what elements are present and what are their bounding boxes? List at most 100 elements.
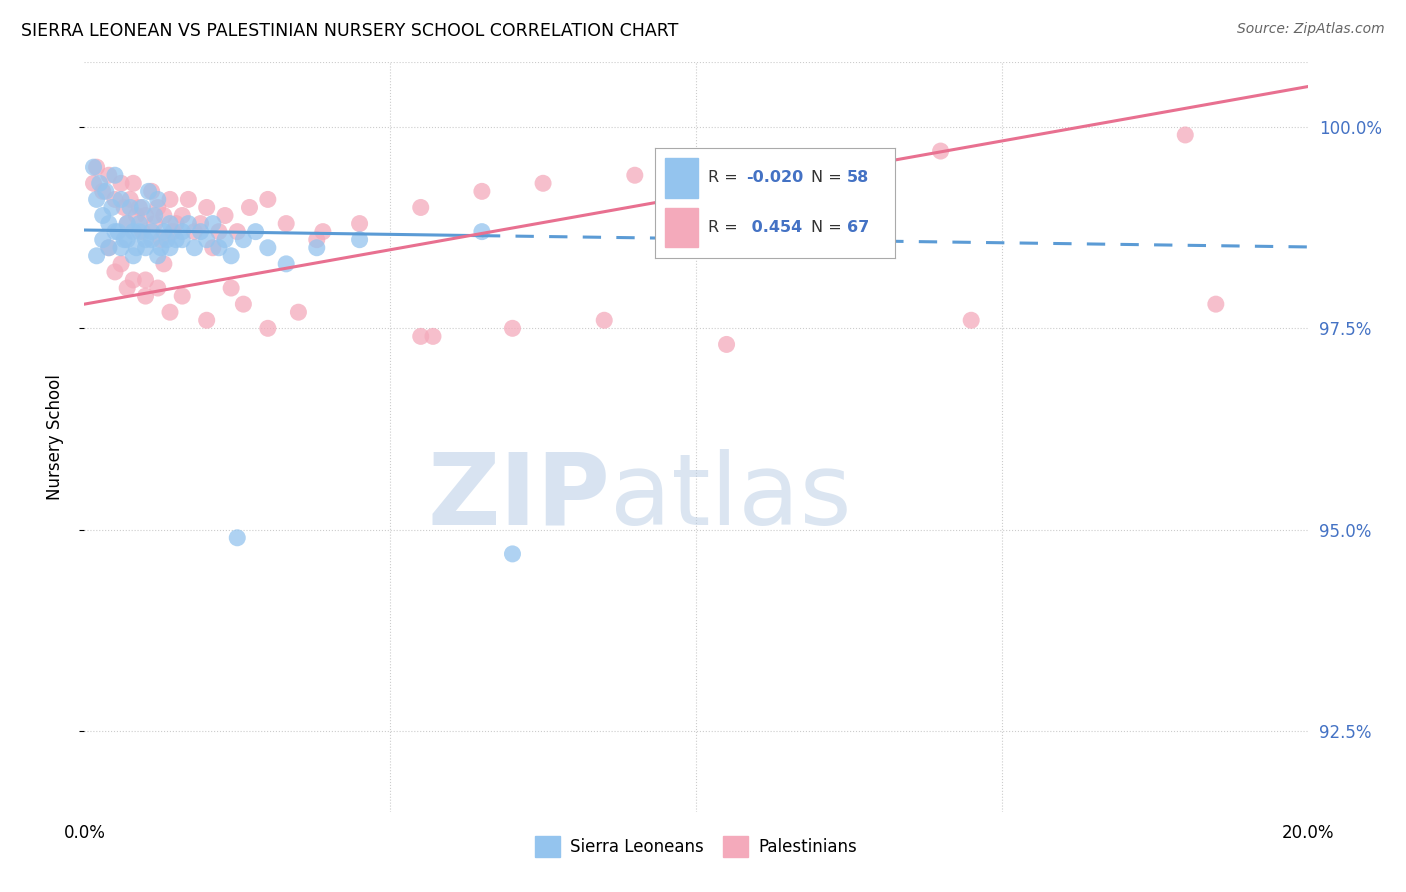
Point bbox=[101, 201, 124, 215]
Point bbox=[159, 241, 181, 255]
Point bbox=[149, 241, 172, 255]
Point bbox=[138, 185, 160, 199]
Point bbox=[226, 225, 249, 239]
Point bbox=[238, 201, 260, 215]
Point bbox=[172, 225, 194, 239]
Text: ZIP: ZIP bbox=[427, 449, 610, 546]
Point bbox=[125, 209, 148, 223]
Point bbox=[146, 281, 169, 295]
Point bbox=[219, 281, 242, 295]
Point bbox=[104, 168, 127, 182]
Point bbox=[177, 217, 200, 231]
Point bbox=[471, 185, 494, 199]
Point bbox=[83, 176, 105, 190]
Point bbox=[86, 249, 108, 263]
Point bbox=[232, 233, 254, 247]
Text: N =: N = bbox=[811, 219, 846, 235]
Point bbox=[409, 201, 432, 215]
Point bbox=[190, 225, 212, 239]
Text: 0.454: 0.454 bbox=[747, 219, 803, 235]
Point bbox=[159, 193, 181, 207]
Point bbox=[159, 305, 181, 319]
Point bbox=[960, 313, 983, 327]
Text: SIERRA LEONEAN VS PALESTINIAN NURSERY SCHOOL CORRELATION CHART: SIERRA LEONEAN VS PALESTINIAN NURSERY SC… bbox=[21, 22, 679, 40]
Point bbox=[89, 176, 111, 190]
Point bbox=[162, 225, 184, 239]
Point bbox=[349, 233, 371, 247]
Point bbox=[172, 289, 194, 303]
Point bbox=[195, 233, 218, 247]
Point bbox=[1205, 297, 1227, 311]
Point bbox=[624, 168, 647, 182]
Point bbox=[219, 249, 242, 263]
Point bbox=[122, 249, 145, 263]
Point bbox=[104, 265, 127, 279]
Point bbox=[149, 233, 172, 247]
Point bbox=[146, 193, 169, 207]
Text: R =: R = bbox=[709, 170, 742, 186]
Point bbox=[110, 257, 132, 271]
Legend: Sierra Leoneans, Palestinians: Sierra Leoneans, Palestinians bbox=[529, 830, 863, 863]
Text: Source: ZipAtlas.com: Source: ZipAtlas.com bbox=[1237, 22, 1385, 37]
Point bbox=[245, 225, 267, 239]
Point bbox=[91, 185, 114, 199]
Point bbox=[531, 176, 554, 190]
Point bbox=[115, 233, 138, 247]
Bar bbox=[665, 158, 699, 198]
Point bbox=[143, 217, 166, 231]
Point bbox=[135, 273, 157, 287]
Point bbox=[177, 193, 200, 207]
Point bbox=[208, 225, 231, 239]
Point bbox=[276, 257, 298, 271]
Point bbox=[120, 193, 142, 207]
Point bbox=[226, 531, 249, 545]
Point bbox=[183, 225, 205, 239]
Point bbox=[165, 217, 187, 231]
Point bbox=[208, 241, 231, 255]
Point bbox=[1174, 128, 1197, 142]
Point bbox=[135, 233, 157, 247]
Point bbox=[128, 217, 150, 231]
Point bbox=[94, 185, 117, 199]
Point bbox=[128, 225, 150, 239]
Point bbox=[115, 217, 138, 231]
Point bbox=[183, 241, 205, 255]
Point bbox=[115, 281, 138, 295]
Point bbox=[112, 233, 135, 247]
Text: 58: 58 bbox=[846, 170, 869, 186]
Text: -0.020: -0.020 bbox=[747, 170, 804, 186]
Point bbox=[135, 209, 157, 223]
Point bbox=[141, 225, 163, 239]
Point bbox=[122, 273, 145, 287]
Point bbox=[104, 225, 127, 239]
Point bbox=[91, 233, 114, 247]
Point bbox=[257, 321, 280, 335]
Point bbox=[153, 225, 176, 239]
Point bbox=[422, 329, 444, 343]
Text: atlas: atlas bbox=[610, 449, 852, 546]
Point bbox=[471, 225, 494, 239]
Point bbox=[122, 176, 145, 190]
Point bbox=[135, 289, 157, 303]
Point bbox=[201, 217, 224, 231]
Point bbox=[146, 249, 169, 263]
Point bbox=[195, 313, 218, 327]
Point bbox=[122, 225, 145, 239]
Point bbox=[305, 233, 328, 247]
Point bbox=[83, 160, 105, 174]
Point bbox=[201, 241, 224, 255]
Point bbox=[502, 321, 524, 335]
Point bbox=[502, 547, 524, 561]
Point bbox=[110, 193, 132, 207]
Point bbox=[141, 185, 163, 199]
Point bbox=[115, 217, 138, 231]
Point bbox=[131, 201, 153, 215]
Point bbox=[349, 217, 371, 231]
Bar bbox=[665, 208, 699, 247]
Point bbox=[257, 241, 280, 255]
Point bbox=[128, 201, 150, 215]
Point bbox=[312, 225, 335, 239]
Point bbox=[257, 193, 280, 207]
Point bbox=[214, 209, 236, 223]
Point bbox=[156, 233, 179, 247]
